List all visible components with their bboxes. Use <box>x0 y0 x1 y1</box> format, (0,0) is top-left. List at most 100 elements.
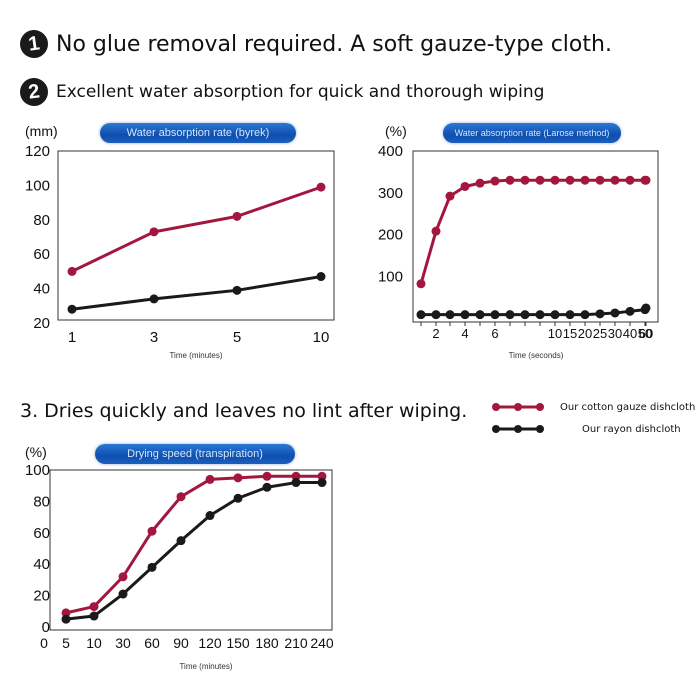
legend-swatch-cotton <box>492 403 544 411</box>
y-tick-drying: 80 <box>33 493 50 510</box>
data-point-rayon-larose <box>610 308 620 318</box>
y-tick-larose: 400 <box>378 143 403 160</box>
x-tick-byrek: 3 <box>150 329 158 346</box>
chart-title-badge-larose: Water absorption rate (Larose method) <box>443 123 621 143</box>
x-axis-label-larose: Time (seconds) <box>509 351 564 360</box>
x-tick-larose: 20 <box>578 326 592 341</box>
data-point-rayon-larose <box>505 310 515 320</box>
data-point-cotton-larose <box>580 175 590 185</box>
data-point-cotton-larose <box>535 175 545 185</box>
data-point-rayon-drying <box>147 562 157 572</box>
data-point-rayon-larose <box>490 310 500 320</box>
data-point-cotton-drying <box>89 602 99 612</box>
y-tick-byrek: 20 <box>33 315 50 332</box>
data-point-rayon-larose <box>475 310 485 320</box>
data-point-rayon-drying <box>291 478 301 488</box>
chart-title-badge-byrek: Water absorption rate (byrek) <box>100 123 296 143</box>
data-point-cotton-byrek <box>149 227 159 237</box>
y-tick-drying: 60 <box>33 525 50 542</box>
data-point-cotton-larose <box>416 279 426 289</box>
y-tick-byrek: 80 <box>33 212 50 229</box>
x-tick-origin-drying: 0 <box>40 635 48 651</box>
data-point-cotton-larose <box>505 175 515 185</box>
data-point-cotton-drying <box>317 471 327 481</box>
x-tick-larose: 6 <box>491 326 498 341</box>
heading-1: 1 No glue removal required. A soft gauze… <box>18 28 612 60</box>
x-tick-larose: 10 <box>548 326 562 341</box>
x-tick-larose: 2 <box>432 326 439 341</box>
series-line-cotton-drying <box>65 474 322 615</box>
data-point-rayon-byrek <box>149 294 159 304</box>
x-tick-drying: 180 <box>255 635 279 651</box>
data-point-cotton-larose <box>625 175 635 185</box>
data-point-rayon-larose <box>565 310 575 320</box>
data-point-cotton-larose <box>475 178 485 188</box>
data-point-rayon-drying <box>205 511 215 521</box>
legend-item-cotton: Our cotton gauze dishcloth <box>490 396 695 418</box>
x-tick-drying: 10 <box>86 635 102 651</box>
plot-frame-drying <box>49 469 333 631</box>
plot-frame-byrek <box>57 150 335 321</box>
legend: Our cotton gauze dishcloth Our rayon dis… <box>490 396 695 440</box>
data-point-rayon-larose <box>520 310 530 320</box>
y-tick-drying: 20 <box>33 588 50 605</box>
y-tick-larose: 200 <box>378 227 403 244</box>
plot-frame-larose <box>412 150 659 323</box>
data-point-cotton-drying <box>291 471 301 481</box>
data-point-rayon-larose <box>460 310 470 320</box>
data-point-cotton-drying <box>118 572 128 582</box>
data-point-cotton-drying <box>262 471 272 481</box>
x-tick-drying: 90 <box>173 635 189 651</box>
data-point-cotton-drying <box>205 474 215 484</box>
data-point-rayon-drying <box>176 536 186 546</box>
x-tick-byrek: 10 <box>313 329 330 346</box>
data-point-cotton-larose <box>460 181 470 191</box>
data-point-rayon-drying <box>61 614 71 624</box>
y-tick-byrek: 100 <box>25 177 50 194</box>
data-point-rayon-larose <box>580 310 590 320</box>
x-tick-larose: 25 <box>593 326 607 341</box>
x-tick-drying: 30 <box>115 635 131 651</box>
unit-label-larose: (%) <box>385 123 407 139</box>
y-tick-byrek: 40 <box>33 281 50 298</box>
data-point-rayon-byrek <box>316 272 326 282</box>
series-line-cotton-larose <box>419 178 647 285</box>
data-point-rayon-larose <box>550 310 560 320</box>
data-point-cotton-byrek <box>67 266 77 276</box>
data-point-rayon-larose <box>641 303 651 313</box>
legend-label-rayon: Our rayon dishcloth <box>582 423 681 435</box>
x-tick-larose: 40 <box>623 326 637 341</box>
series-line-rayon-drying <box>65 481 322 621</box>
x-tick-byrek: 5 <box>233 329 241 346</box>
x-tick-larose: 50 <box>638 326 652 341</box>
unit-label-byrek: (mm) <box>25 123 58 139</box>
chart-title-badge-drying: Drying speed (transpiration) <box>95 444 295 464</box>
data-point-cotton-byrek <box>232 211 242 221</box>
data-point-cotton-larose <box>565 175 575 185</box>
data-point-rayon-drying <box>262 482 272 492</box>
data-point-cotton-larose <box>490 176 500 186</box>
heading-1-text: No glue removal required. A soft gauze-t… <box>56 31 612 57</box>
legend-label-cotton: Our cotton gauze dishcloth <box>560 401 696 413</box>
heading-2-text: Excellent water absorption for quick and… <box>56 82 545 102</box>
y-tick-drying: 100 <box>25 462 50 479</box>
data-point-cotton-drying <box>233 473 243 483</box>
y-tick-drying: 40 <box>33 556 50 573</box>
series-line-cotton-byrek <box>71 185 322 273</box>
data-point-cotton-drying <box>147 526 157 536</box>
x-tick-drying: 5 <box>62 635 70 651</box>
x-tick-drying: 240 <box>310 635 334 651</box>
heading-3: 3. Dries quickly and leaves no lint afte… <box>20 400 467 422</box>
x-tick-drying: 120 <box>198 635 222 651</box>
data-point-cotton-larose <box>431 226 441 236</box>
data-point-rayon-larose <box>625 306 635 316</box>
data-point-rayon-byrek <box>67 304 77 314</box>
data-point-rayon-byrek <box>232 285 242 295</box>
data-point-rayon-drying <box>317 478 327 488</box>
data-point-cotton-drying <box>176 492 186 502</box>
data-point-cotton-larose <box>445 191 455 201</box>
heading-2: 2 Excellent water absorption for quick a… <box>18 76 545 108</box>
data-point-cotton-larose <box>595 175 605 185</box>
data-point-rayon-larose <box>535 310 545 320</box>
x-tick-drying: 150 <box>226 635 250 651</box>
